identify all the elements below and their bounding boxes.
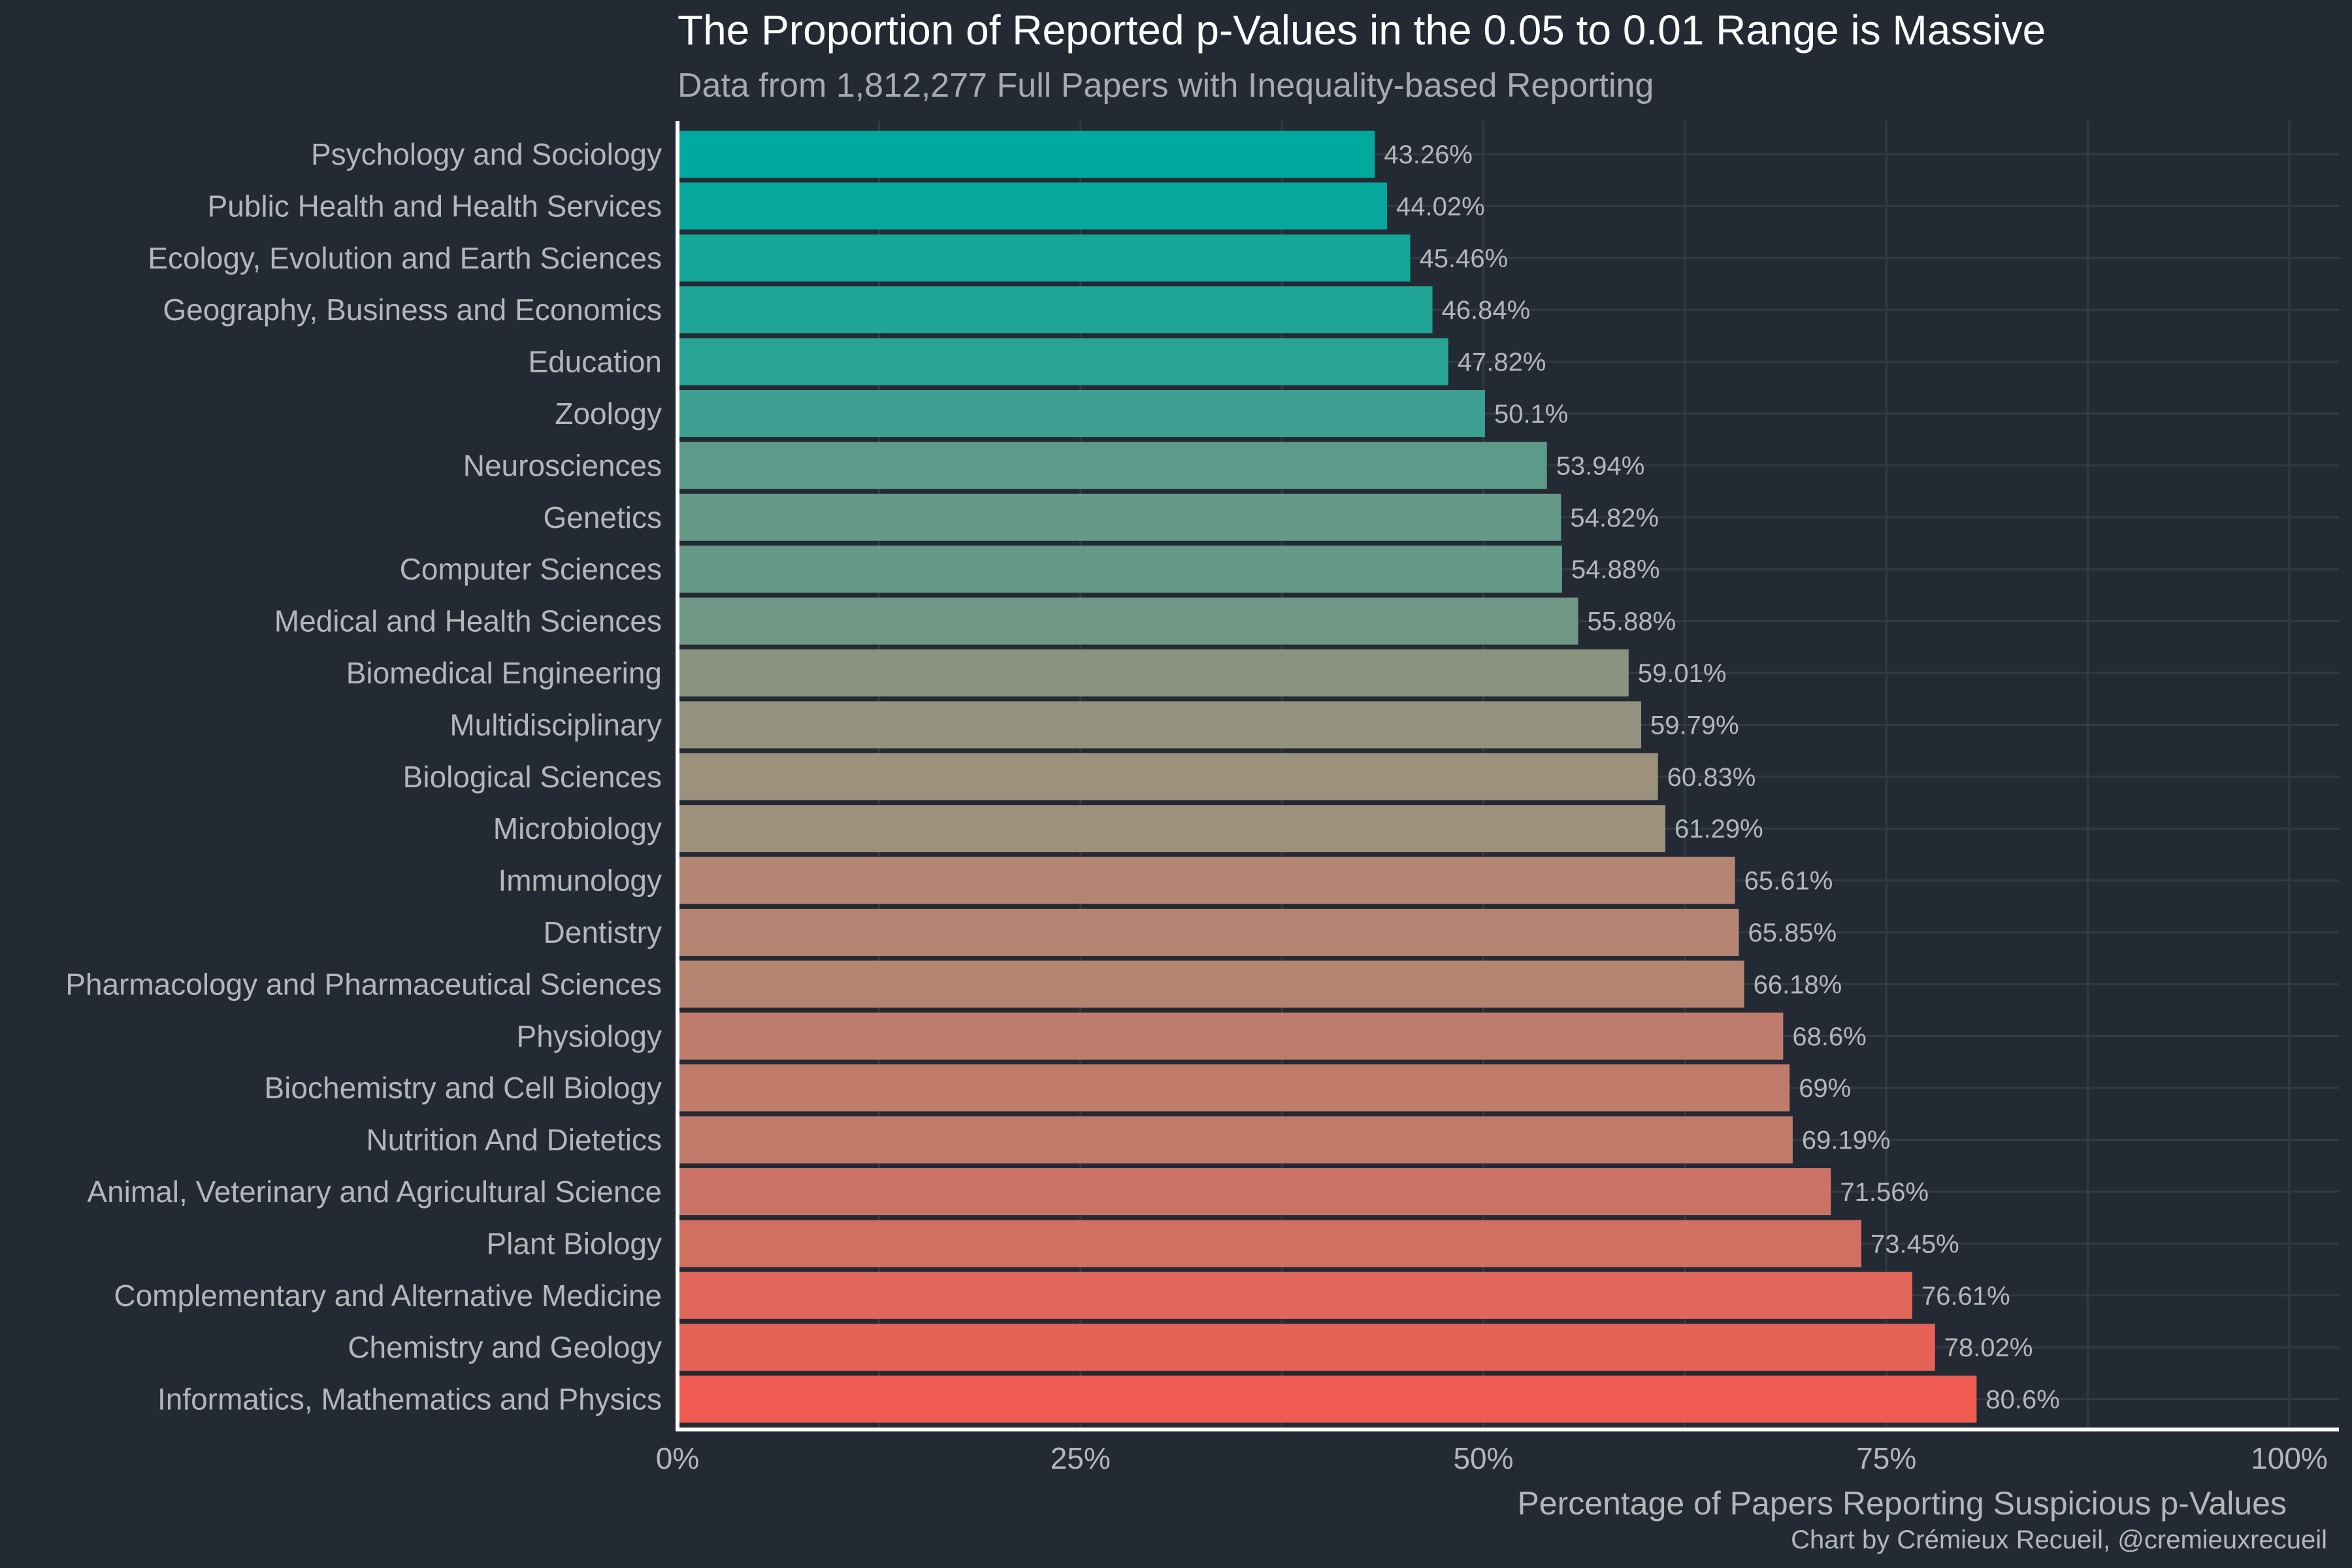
value-label: 65.61%: [1744, 867, 1833, 896]
category-label: Dentistry: [544, 915, 662, 949]
category-label: Informatics, Mathematics and Physics: [157, 1382, 662, 1416]
x-tick-label: 50%: [1453, 1441, 1513, 1475]
bar: [678, 857, 1735, 904]
value-label: 60.83%: [1667, 763, 1756, 792]
value-label: 73.45%: [1870, 1230, 1959, 1258]
bar: [678, 1168, 1831, 1215]
bar: [678, 960, 1744, 1008]
bar: [678, 1324, 1935, 1371]
x-tick-label: 100%: [2251, 1441, 2328, 1475]
value-label: 80.6%: [1985, 1386, 2059, 1414]
value-label: 55.88%: [1588, 608, 1676, 636]
value-label: 65.85%: [1748, 919, 1837, 947]
x-tick-label: 25%: [1051, 1441, 1111, 1475]
value-label: 68.6%: [1792, 1022, 1866, 1051]
category-label: Genetics: [543, 500, 662, 534]
category-label: Multidisciplinary: [449, 708, 662, 742]
value-label: 71.56%: [1840, 1178, 1929, 1207]
category-label: Neurosciences: [463, 448, 662, 482]
bar: [678, 390, 1485, 437]
category-label: Public Health and Health Services: [208, 189, 662, 223]
category-label: Biomedical Engineering: [346, 656, 662, 690]
category-label: Plant Biology: [487, 1226, 662, 1260]
category-label: Medical and Health Sciences: [274, 604, 662, 638]
x-tick-labels: 0% 25% 50% 75% 100%: [656, 1441, 2328, 1475]
value-label: 43.26%: [1384, 140, 1473, 169]
bar: [678, 546, 1562, 593]
category-label: Biochemistry and Cell Biology: [265, 1071, 662, 1105]
category-label: Immunology: [498, 864, 662, 898]
bar: [678, 1375, 1977, 1423]
category-label: Computer Sciences: [400, 552, 662, 586]
bar: [678, 1116, 1793, 1164]
bar: [678, 649, 1629, 696]
bars: [678, 131, 1977, 1423]
bar: [678, 597, 1578, 645]
bar: [678, 286, 1433, 334]
value-label: 69.19%: [1802, 1126, 1891, 1155]
value-label: 47.82%: [1458, 348, 1546, 377]
value-label: 54.82%: [1570, 504, 1659, 532]
category-label: Biological Sciences: [403, 760, 662, 794]
category-label: Zoology: [555, 397, 662, 431]
bar: [678, 1012, 1784, 1060]
category-label: Physiology: [517, 1019, 662, 1053]
value-label: 54.88%: [1571, 555, 1660, 584]
value-label: 69%: [1799, 1074, 1851, 1103]
bar: [678, 909, 1739, 956]
bar: [678, 701, 1642, 749]
category-label: Education: [528, 345, 662, 379]
category-label: Microbiology: [493, 811, 662, 845]
bar: [678, 182, 1387, 230]
value-label: 44.02%: [1396, 192, 1485, 221]
value-label: 61.29%: [1674, 815, 1763, 843]
bar: [678, 234, 1411, 282]
category-label: Chemistry and Geology: [348, 1330, 662, 1364]
value-label: 66.18%: [1754, 970, 1842, 999]
category-labels: Psychology and Sociology Public Health an…: [65, 137, 662, 1416]
category-label: Ecology, Evolution and Earth Sciences: [148, 241, 662, 275]
bar: [678, 131, 1375, 178]
category-label: Nutrition And Dietetics: [366, 1123, 662, 1157]
chart-subtitle: Data from 1,812,277 Full Papers with Ine…: [678, 67, 1654, 105]
category-label: Pharmacology and Pharmaceutical Sciences: [65, 967, 662, 1001]
value-label: 59.79%: [1650, 711, 1739, 740]
value-label: 50.1%: [1494, 400, 1568, 429]
value-label: 59.01%: [1638, 659, 1727, 688]
category-label: Animal, Veterinary and Agricultural Scie…: [87, 1175, 662, 1209]
category-label: Geography, Business and Economics: [163, 293, 662, 327]
chart-title: The Proportion of Reported p-Values in t…: [678, 7, 2046, 54]
bar: [678, 442, 1547, 489]
bar: [678, 1271, 1912, 1319]
bar: [678, 493, 1561, 541]
category-label: Psychology and Sociology: [311, 137, 662, 171]
value-label: 78.02%: [1944, 1333, 2033, 1362]
bar: [678, 753, 1658, 800]
x-tick-label: 75%: [1856, 1441, 1916, 1475]
category-label: Complementary and Alternative Medicine: [114, 1279, 662, 1313]
value-label: 45.46%: [1419, 244, 1508, 273]
value-label: 53.94%: [1556, 451, 1645, 480]
value-labels: 43.26% 44.02% 45.46% 46.84% 47.82% 50.1% 53.94…: [1384, 140, 2060, 1414]
axes: [676, 121, 2339, 1431]
x-axis-title: Percentage of Papers Reporting Suspiciou…: [1517, 1485, 2287, 1522]
value-label: 76.61%: [1921, 1282, 2010, 1311]
x-tick-label: 0%: [656, 1441, 699, 1475]
value-label: 46.84%: [1442, 296, 1531, 325]
bar: [678, 1064, 1790, 1112]
chart-caption: Chart by Crémieux Recueil, @cremieuxrecu…: [1791, 1526, 2327, 1554]
bar: [678, 805, 1666, 853]
bar: [678, 1220, 1862, 1267]
bar: [678, 338, 1448, 385]
